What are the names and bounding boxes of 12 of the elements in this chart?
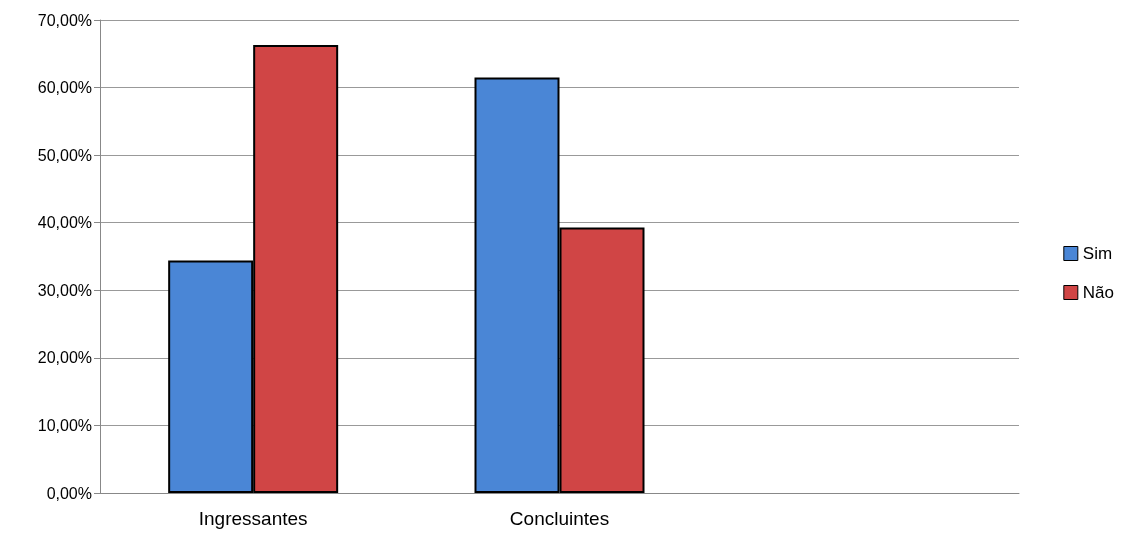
y-tick-label: 50,00% <box>37 146 92 164</box>
x-tick-label: Concluintes <box>509 508 610 529</box>
legend-label: Sim <box>1082 244 1113 263</box>
y-tick-label: 40,00% <box>37 214 92 232</box>
legend-label: Não <box>1082 283 1114 302</box>
y-tick-label: 20,00% <box>37 349 92 367</box>
y-tick-label: 0,00% <box>46 484 92 502</box>
y-tick-label: 60,00% <box>37 79 92 97</box>
y-tick-label: 70,00% <box>37 11 92 29</box>
y-tick-label: 10,00% <box>37 416 92 434</box>
x-tick-label: Ingressantes <box>198 508 308 529</box>
y-tick-label: 30,00% <box>37 281 92 299</box>
